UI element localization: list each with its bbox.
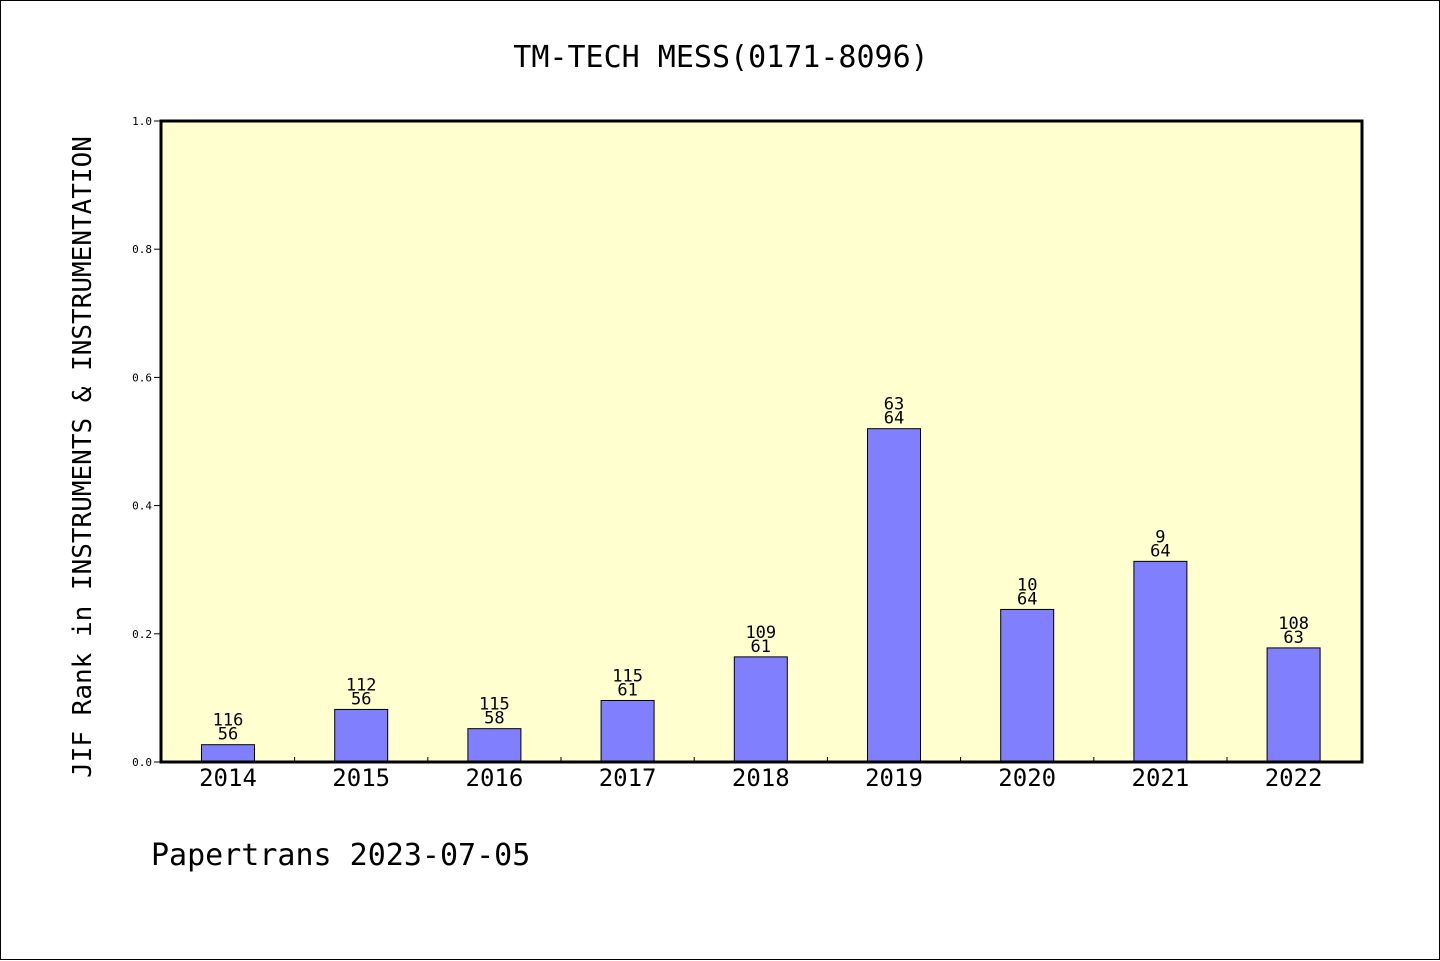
bar-total-label: 64 bbox=[1150, 541, 1170, 561]
x-tick-label: 2021 bbox=[1132, 764, 1190, 792]
y-tick-label: 0.6 bbox=[132, 371, 152, 384]
bar bbox=[867, 428, 921, 763]
y-tick-label: 0.4 bbox=[132, 500, 152, 513]
bar bbox=[733, 656, 788, 763]
x-axis-ticks: 2014 2015 2016 2017 2018 2019 2020 2021 2022 bbox=[199, 757, 1322, 792]
footer-text: Papertrans 2023-07-05 bbox=[151, 838, 530, 873]
bar-total-label: 58 bbox=[484, 709, 504, 729]
x-tick-label: 2019 bbox=[865, 764, 923, 792]
bar bbox=[1266, 647, 1321, 763]
bar bbox=[1000, 608, 1055, 763]
bar-rank-label: 9 bbox=[1155, 527, 1165, 547]
x-tick-label: 2022 bbox=[1265, 764, 1323, 792]
bar-total-label: 63 bbox=[1283, 628, 1303, 648]
chart-title: TM-TECH MESS(0171-8096) bbox=[513, 40, 928, 75]
bar-rank-label: 116 bbox=[213, 711, 244, 731]
bar-total-label: 56 bbox=[218, 725, 238, 745]
y-axis-label: JIF Rank in INSTRUMENTS & INSTRUMENTATIO… bbox=[68, 136, 98, 778]
plot-frame bbox=[159, 119, 1364, 764]
bar-total-label: 64 bbox=[1017, 589, 1037, 609]
bar bbox=[600, 699, 655, 763]
bar-rank-label: 63 bbox=[884, 395, 904, 415]
x-tick-label: 2015 bbox=[332, 764, 390, 792]
x-tick-label: 2014 bbox=[199, 764, 257, 792]
y-tick-label: 0.0 bbox=[132, 756, 152, 769]
y-tick-label: 0.8 bbox=[132, 243, 152, 256]
x-tick-label: 2016 bbox=[466, 764, 524, 792]
bar-total-label: 61 bbox=[751, 637, 771, 657]
y-tick-label: 1.0 bbox=[132, 115, 152, 128]
bar bbox=[201, 744, 255, 763]
y-axis-ticks: 0.0 0.2 0.4 0.6 0.8 1.0 bbox=[132, 115, 161, 769]
bars-group bbox=[201, 428, 1321, 763]
x-tick-label: 2020 bbox=[998, 764, 1056, 792]
bar-rank-label: 115 bbox=[612, 666, 643, 686]
bar-rank-label: 112 bbox=[346, 675, 377, 695]
bar-total-label: 61 bbox=[617, 680, 637, 700]
bar-rank-label: 109 bbox=[745, 623, 776, 643]
bar-rank-label: 108 bbox=[1278, 614, 1309, 634]
x-tick-label: 2018 bbox=[732, 764, 790, 792]
bar-rank-label: 115 bbox=[479, 695, 510, 715]
bar bbox=[1133, 560, 1188, 763]
x-tick-label: 2017 bbox=[599, 764, 657, 792]
y-tick-label: 0.2 bbox=[132, 628, 152, 641]
bar-total-label: 64 bbox=[884, 409, 904, 429]
bar-total-label: 56 bbox=[351, 689, 371, 709]
bar bbox=[467, 728, 522, 763]
bar-rank-label: 10 bbox=[1017, 575, 1037, 595]
bar bbox=[334, 708, 389, 763]
